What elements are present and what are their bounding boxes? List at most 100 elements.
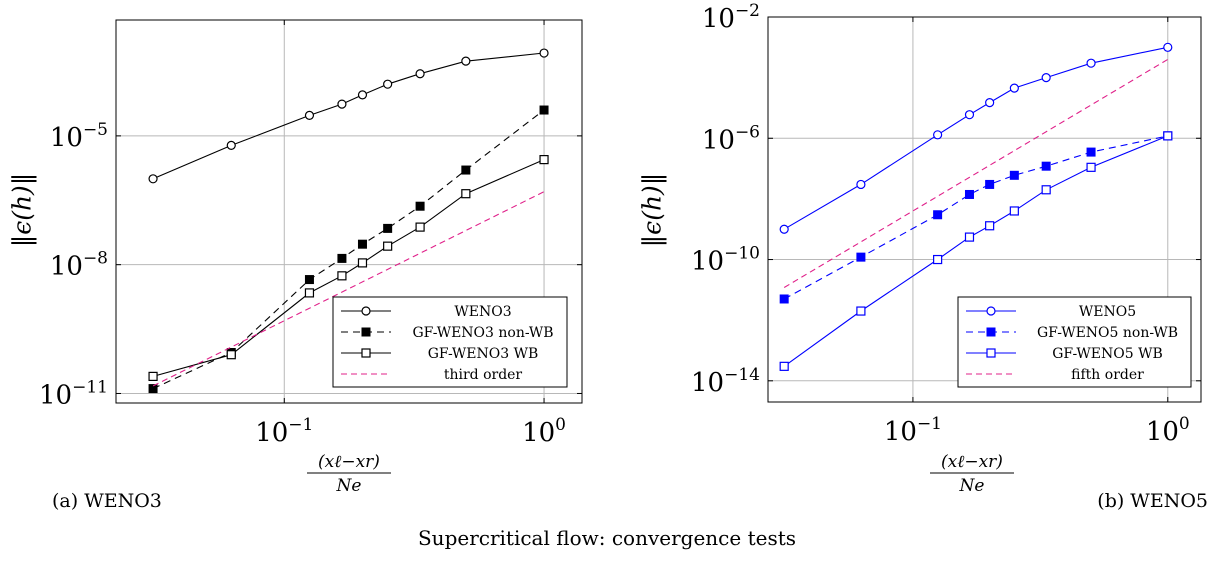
data-point-weno3 (226, 140, 236, 151)
data-point-weno5 (1041, 73, 1051, 83)
series-line-third-order (152, 191, 545, 387)
axes-frame (767, 16, 1202, 403)
legend-entry-weno3: WENO3 (341, 304, 512, 320)
series-line-weno3 (152, 52, 545, 180)
data-point-gf-weno3-wb (337, 271, 347, 281)
legend: WENO5 GF-WENO5 non-WB GF-WENO5 WB fifth ord… (957, 296, 1192, 388)
legend-label: GF-WENO3 non-WB (412, 325, 553, 341)
x-axis-label-numerator: (xℓ−xr) (941, 452, 1003, 472)
legend-frame (957, 296, 1192, 388)
legend-label: fifth order (1071, 367, 1144, 383)
y-tick-label: 10−6 (702, 122, 760, 155)
legend-label: GF-WENO5 WB (1052, 346, 1163, 362)
data-point-gf-weno3-non-wb (337, 253, 347, 263)
data-point-gf-weno5-non-wb (856, 252, 866, 262)
legend-entry-weno5: WENO5 (966, 304, 1136, 320)
data-point-gf-weno3-non-wb (148, 384, 158, 394)
data-point-weno5 (964, 110, 975, 120)
data-point-weno5 (779, 224, 789, 234)
data-point-weno3 (539, 48, 549, 58)
figure-caption: Supercritical flow: convergence tests (417, 526, 797, 550)
data-point-gf-weno3-non-wb (461, 165, 471, 175)
series-fifth-order (783, 58, 1169, 288)
series-line-gf-weno5-non-wb (783, 135, 1168, 300)
data-point-gf-weno3-wb (539, 155, 549, 165)
y-axis-label: ‖ϵ(h)‖ (8, 173, 38, 248)
y-axis-label: ‖ϵ(h)‖ (638, 173, 668, 248)
data-point-gf-weno5-non-wb (964, 189, 974, 199)
subcaption-weno5: (b) WENO5 (1097, 490, 1208, 512)
data-point-weno3 (383, 79, 393, 89)
data-point-gf-weno5-non-wb (1086, 147, 1096, 157)
data-point-gf-weno3-wb (383, 241, 393, 251)
legend-entry-gf-weno5-wb: GF-WENO5 WB (966, 346, 1163, 362)
data-point-weno5 (1086, 58, 1096, 68)
data-point-gf-weno3-non-wb (539, 105, 549, 115)
x-axis-label: (xℓ−xr) Ne (307, 452, 391, 496)
legend-label: WENO3 (454, 304, 511, 320)
x-tick-label: 10−1 (255, 415, 313, 448)
data-point-gf-weno3-wb (226, 350, 236, 360)
data-point-gf-weno3-non-wb (415, 201, 425, 211)
data-point-gf-weno5-wb (1163, 131, 1173, 141)
legend-entry-gf-weno5-non-wb: GF-WENO5 non-WB (966, 325, 1178, 341)
y-tick-label: 10−8 (50, 249, 108, 282)
data-point-gf-weno5-wb (779, 361, 789, 371)
data-point-gf-weno5-wb (964, 232, 975, 242)
x-axis-label: (xℓ−xr) Ne (930, 452, 1014, 496)
data-point-gf-weno5-wb (933, 254, 943, 265)
legend-label: GF-WENO5 non-WB (1037, 325, 1178, 341)
legend-marker (986, 306, 996, 316)
data-point-weno5 (1009, 83, 1019, 93)
legend-entry-gf-weno3-non-wb: GF-WENO3 non-WB (341, 325, 554, 341)
series-third-order (152, 191, 545, 387)
data-point-weno5 (985, 98, 995, 108)
y-tick-label: 10−5 (50, 120, 108, 153)
legend-entry-gf-weno3-wb: GF-WENO3 WB (341, 346, 538, 362)
data-point-gf-weno3-wb (304, 288, 315, 298)
data-point-gf-weno5-wb (985, 221, 995, 231)
y-tick-label: 10−14 (691, 365, 760, 398)
data-point-gf-weno3-wb (415, 222, 425, 232)
data-point-weno5 (933, 130, 943, 140)
series-weno5 (779, 42, 1173, 234)
data-point-gf-weno3-non-wb (304, 275, 314, 285)
data-point-weno3 (461, 56, 471, 66)
x-tick-label: 100 (522, 415, 566, 448)
x-tick-label: 100 (1146, 414, 1190, 447)
x-tick-label: 10−1 (884, 414, 942, 447)
data-point-weno3 (148, 174, 158, 184)
legend-entry-third-order: third order (341, 367, 522, 383)
legend-marker (986, 327, 996, 337)
legend-label: GF-WENO3 WB (428, 346, 539, 362)
data-point-gf-weno5-non-wb (1041, 161, 1051, 171)
data-point-gf-weno5-wb (1086, 162, 1096, 172)
series-gf-weno5-non-wb (779, 131, 1173, 304)
data-point-weno3 (337, 99, 347, 109)
legend: WENO3 GF-WENO3 non-WB GF-WENO3 WB third ord… (332, 296, 568, 388)
legend-marker (361, 306, 371, 316)
data-point-gf-weno3-wb (461, 189, 471, 199)
data-point-weno3 (304, 110, 315, 120)
data-point-weno3 (415, 69, 425, 79)
x-axis-label-numerator: (xℓ−xr) (318, 452, 380, 472)
y-tick-label: 10−11 (39, 377, 108, 410)
data-point-gf-weno5-wb (1041, 185, 1051, 195)
legend-marker (361, 327, 371, 337)
data-point-weno5 (856, 179, 866, 190)
data-point-gf-weno5-non-wb (1009, 170, 1019, 180)
data-point-gf-weno3-wb (357, 258, 368, 268)
legend-entry-fifth-order: fifth order (966, 367, 1144, 383)
y-tick-label: 10−10 (691, 244, 760, 277)
subcaption-weno3: (a) WENO3 (52, 490, 162, 512)
data-point-gf-weno5-wb (1009, 206, 1019, 216)
y-tick-label: 10−2 (702, 1, 760, 34)
data-point-gf-weno3-non-wb (357, 239, 367, 249)
x-axis-label-denominator: Ne (959, 476, 985, 496)
chart-weno3: 10−1 100 10−5 10−8 10−11 ‖ϵ(h)‖ (xℓ−xr) Ne WENO3… (8, 19, 583, 496)
data-point-gf-weno3-non-wb (383, 223, 393, 233)
data-point-gf-weno5-non-wb (933, 210, 943, 220)
series-gf-weno3-non-wb (148, 105, 549, 394)
series-gf-weno3-wb (148, 155, 549, 381)
